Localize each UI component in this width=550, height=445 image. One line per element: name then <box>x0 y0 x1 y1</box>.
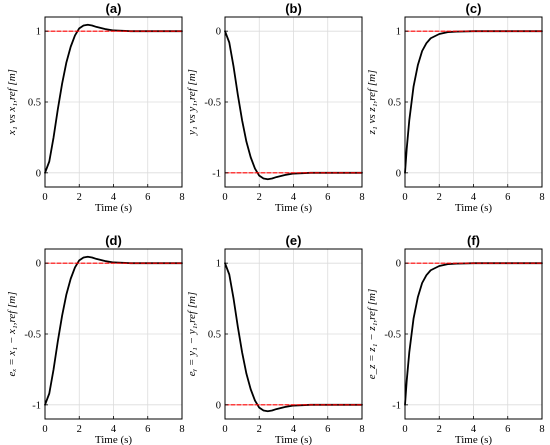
x-tick-label: 0 <box>42 424 47 435</box>
y-axis-label: x₁ vs x₁,ref [m] <box>6 69 18 136</box>
x-tick-label: 4 <box>291 424 297 435</box>
subplot-title: (d) <box>105 233 122 248</box>
y-tick-label: 0 <box>396 168 401 179</box>
subplot-title: (b) <box>285 1 302 16</box>
subplot-title: (e) <box>286 233 302 248</box>
subplot-2: 0 2 4 6 8 0 0.5 1 (c) Time (s) z₁ vs z₁,ref [m] <box>366 1 545 214</box>
y-tick-label: 0 <box>396 259 401 270</box>
x-axis-label: Time (s) <box>95 434 133 445</box>
x-axis-label: Time (s) <box>275 434 313 445</box>
y-tick-label: 1 <box>36 27 41 38</box>
subplot-title: (f) <box>467 233 480 248</box>
x-tick-label: 0 <box>222 424 227 435</box>
y-axis-label: e_z = z₁ − z₁,ref [m] <box>366 289 378 380</box>
x-tick-label: 4 <box>471 424 477 435</box>
x-axis-label: Time (s) <box>275 202 313 214</box>
x-tick-label: 2 <box>437 192 442 203</box>
x-tick-label: 6 <box>505 424 510 435</box>
y-tick-label: 0 <box>216 400 221 411</box>
subplot-3: 0 2 4 6 8 -1 -0.5 0 (d) Time (s) eₓ = x₁ − x₁,ref … <box>6 233 185 445</box>
x-tick-label: 4 <box>111 192 117 203</box>
y-tick-label: 0.5 <box>208 330 221 341</box>
x-tick-label: 2 <box>437 424 442 435</box>
y-tick-label: -1 <box>212 168 221 179</box>
subplot-title: (a) <box>106 1 122 16</box>
x-tick-label: 0 <box>402 192 407 203</box>
x-tick-label: 4 <box>291 192 297 203</box>
y-tick-label: -1 <box>392 400 401 411</box>
x-axis-label: Time (s) <box>455 434 493 445</box>
x-tick-label: 0 <box>402 424 407 435</box>
x-tick-label: 8 <box>359 424 364 435</box>
subplot-4: 0 2 4 6 8 0 0.5 1 (e) Time (s) eᵧ = y₁ − y₁,ref [m… <box>186 233 365 445</box>
subplot-title: (c) <box>466 1 482 16</box>
y-tick-label: 1 <box>396 27 401 38</box>
x-tick-label: 2 <box>257 192 262 203</box>
y-tick-label: -1 <box>32 400 41 411</box>
x-tick-label: 2 <box>77 424 82 435</box>
y-tick-label: -0.5 <box>204 98 221 109</box>
x-tick-label: 4 <box>111 424 117 435</box>
x-axis-label: Time (s) <box>455 202 493 214</box>
x-tick-label: 8 <box>359 192 364 203</box>
subplot-1: 0 2 4 6 8 -1 -0.5 0 (b) Time (s) y₁ vs y₁,ref [m] <box>186 1 365 214</box>
x-tick-label: 0 <box>42 192 47 203</box>
x-tick-label: 6 <box>505 192 510 203</box>
subplot-5: 0 2 4 6 8 -1 -0.5 0 (f) Time (s) e_z = z₁ − z₁,ref… <box>366 233 545 445</box>
y-tick-label: -0.5 <box>384 330 401 341</box>
y-tick-label: 0.5 <box>388 98 401 109</box>
y-tick-label: 0 <box>36 259 41 270</box>
x-tick-label: 6 <box>325 192 330 203</box>
subplot-0: 0 2 4 6 8 0 0.5 1 (a) Time (s) x₁ vs x₁,ref [m] <box>6 1 185 214</box>
y-axis-label: z₁ vs z₁,ref [m] <box>366 70 378 136</box>
x-axis-label: Time (s) <box>95 202 133 214</box>
x-tick-label: 4 <box>471 192 477 203</box>
x-tick-label: 2 <box>77 192 82 203</box>
x-tick-label: 6 <box>325 424 330 435</box>
x-tick-label: 6 <box>145 424 150 435</box>
y-tick-label: -0.5 <box>24 330 41 341</box>
y-axis-label: y₁ vs y₁,ref [m] <box>186 69 198 136</box>
y-tick-label: 1 <box>216 259 221 270</box>
x-tick-label: 0 <box>222 192 227 203</box>
x-tick-label: 8 <box>539 192 544 203</box>
x-tick-label: 2 <box>257 424 262 435</box>
x-tick-label: 6 <box>145 192 150 203</box>
y-axis-label: eᵧ = y₁ − y₁,ref [m] <box>186 292 198 377</box>
y-tick-label: 0 <box>36 168 41 179</box>
y-tick-label: 0 <box>216 27 221 38</box>
x-tick-label: 8 <box>179 192 184 203</box>
x-tick-label: 8 <box>539 424 544 435</box>
y-tick-label: 0.5 <box>28 98 41 109</box>
x-tick-label: 8 <box>179 424 184 435</box>
y-axis-label: eₓ = x₁ − x₁,ref [m] <box>6 291 18 376</box>
